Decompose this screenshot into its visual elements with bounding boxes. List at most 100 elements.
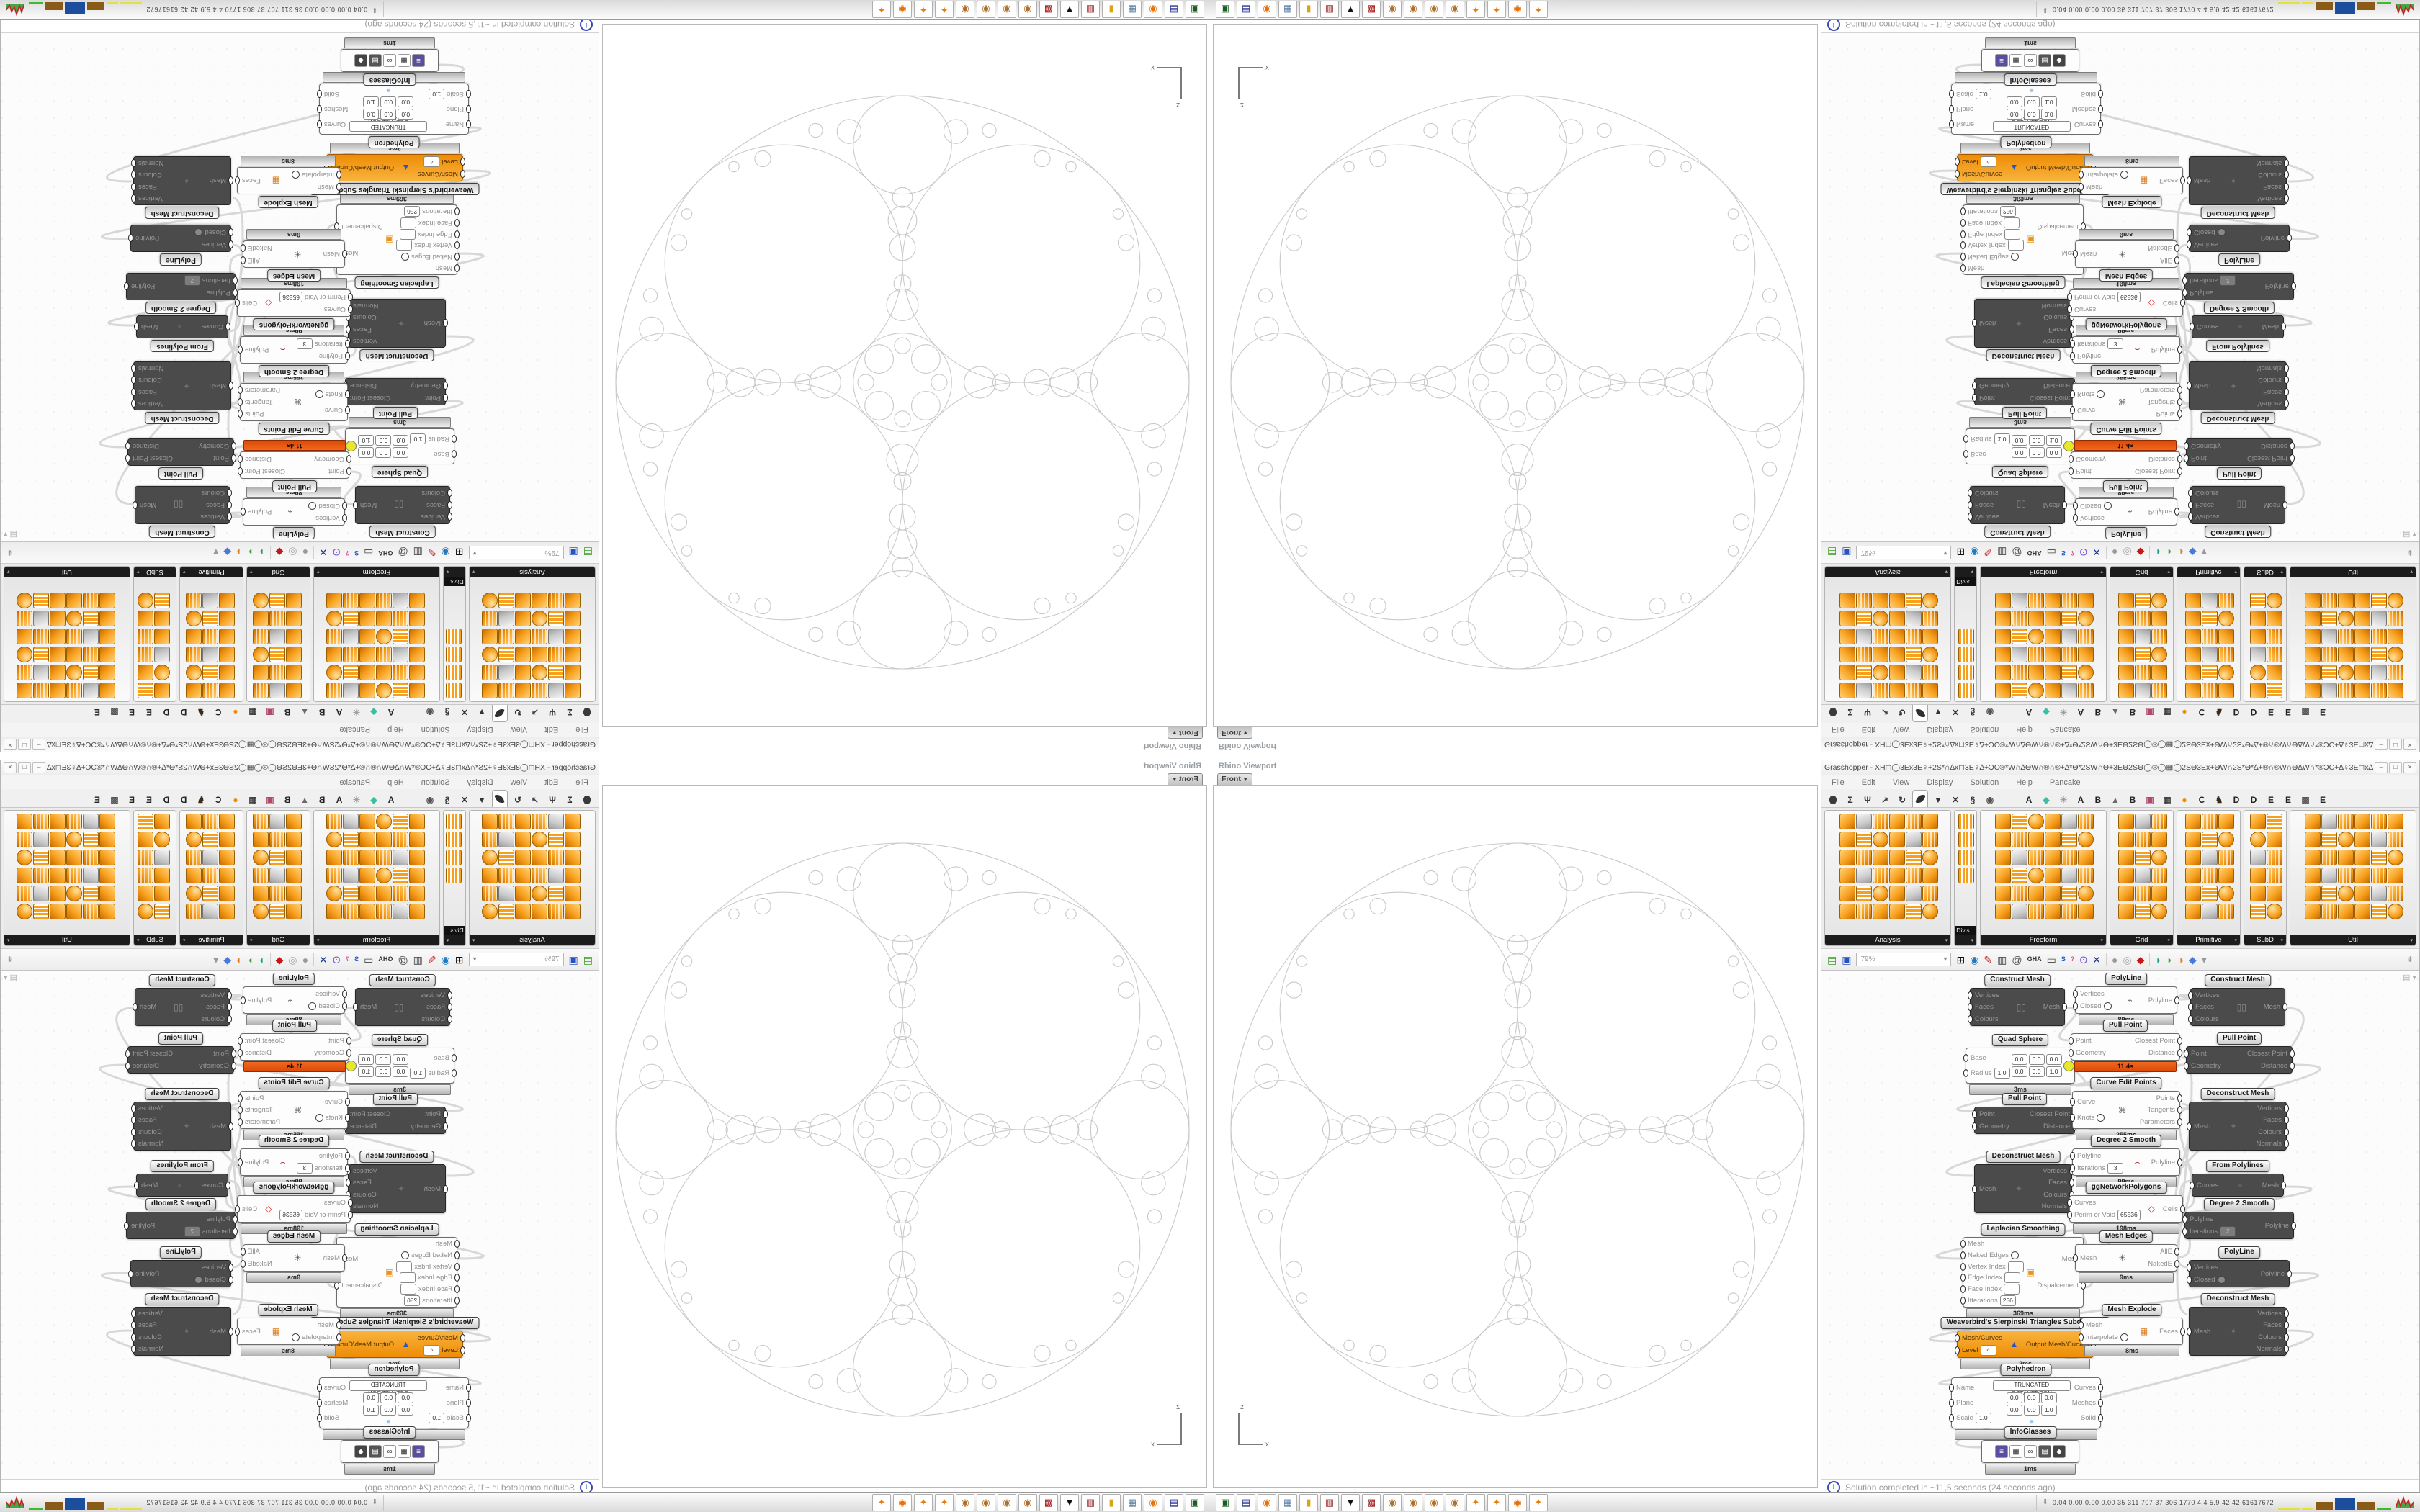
component-icon[interactable] (2077, 868, 2094, 883)
gh-node-ig[interactable]: InfoGlasses ≡ ▦ ∞ ▤ ◆ 1ms (1981, 37, 2079, 86)
pin-normals[interactable]: Normals (2257, 363, 2289, 374)
tab-plugin-3[interactable]: A (2077, 795, 2084, 805)
component-icon[interactable] (376, 832, 393, 847)
value-box[interactable]: 0.0 (358, 447, 375, 458)
pin-mesh[interactable]: Mesh (1960, 1238, 2024, 1249)
pin-closest-point[interactable]: Closest Point (125, 1048, 173, 1059)
component-icon[interactable] (359, 886, 376, 901)
component-icon[interactable] (253, 868, 269, 883)
value-box[interactable]: 0.0 (375, 447, 392, 458)
component-icon[interactable] (2266, 850, 2282, 865)
tab-plugin-10[interactable]: C (215, 707, 222, 717)
component-icon[interactable] (532, 647, 548, 662)
launcher-media-player[interactable]: ▥ (1320, 1, 1339, 19)
menu-item-file[interactable]: File (1832, 778, 1845, 787)
launcher-paint-app[interactable]: ◉ (1383, 1, 1402, 19)
component-icon[interactable] (343, 886, 359, 901)
component-icon[interactable] (2027, 683, 2044, 698)
component-icon[interactable] (2184, 665, 2201, 680)
component-icon[interactable] (66, 665, 83, 680)
component-icon[interactable] (2304, 593, 2321, 608)
tab-surface[interactable] (492, 790, 508, 807)
component-icon[interactable] (2011, 904, 2027, 919)
pin-cells[interactable]: Cells (235, 298, 257, 309)
tab-plugin-11[interactable]: ♞ (2215, 795, 2223, 805)
component-icon[interactable] (1839, 611, 1855, 626)
component-icon[interactable] (2011, 814, 2027, 829)
component-icon[interactable] (498, 629, 515, 644)
value-box[interactable]: 0.0 (2023, 1392, 2040, 1403)
pin-polyline[interactable]: Polyline (2151, 345, 2182, 356)
component-icon[interactable] (1958, 665, 1974, 680)
component-icon[interactable] (2044, 665, 2061, 680)
component-icon[interactable] (1839, 683, 1855, 698)
pin-point[interactable]: Point (199, 1048, 236, 1059)
toggle-dot[interactable] (2217, 228, 2226, 236)
component-icon[interactable] (393, 850, 409, 865)
gh-node-d2s1[interactable]: Degree 2 Smooth Polyline Iterations 3 ⌢ Polyl… (2070, 325, 2182, 377)
tab-display[interactable]: ◉ (426, 707, 434, 717)
pin-polyline[interactable]: Polyline (238, 1157, 269, 1168)
component-icon[interactable] (50, 868, 66, 883)
value-box[interactable]: 0.0 (363, 1392, 380, 1403)
component-icon[interactable] (409, 665, 426, 680)
tab-surface[interactable] (1912, 790, 1928, 807)
grasshopper-title-bar[interactable]: Grasshopper - XH◻◯3Ex3E♀+2S*∩∆x◻3E♀∆+ƆC®… (1821, 737, 2419, 752)
launcher-terminal[interactable]: ▣ (1186, 1493, 1204, 1511)
pin-mesh[interactable]: Mesh (292, 1320, 341, 1331)
gh-node-ggn[interactable]: ggNetworkPolygons Curves Perim or Void 6553… (2067, 278, 2185, 330)
pin-polyline[interactable]: Polyline (297, 1151, 350, 1161)
launcher-media-player[interactable]: ▥ (1320, 1493, 1339, 1511)
pin-closed[interactable]: Closed (194, 227, 233, 238)
component-icon[interactable] (326, 593, 343, 608)
component-icon[interactable] (1994, 814, 2011, 829)
component-icon[interactable] (1855, 629, 1872, 644)
component-icon[interactable] (2027, 868, 2044, 883)
component-icon[interactable] (66, 886, 83, 901)
component-icon[interactable] (1839, 868, 1855, 883)
gh-node-fp[interactable]: From Polylines Curves ● Mesh (2190, 315, 2286, 352)
component-icon[interactable] (1855, 814, 1872, 829)
tab-surface[interactable] (492, 705, 508, 722)
menu-item-edit[interactable]: Edit (1861, 725, 1876, 734)
component-icon[interactable] (2304, 832, 2321, 847)
component-icon[interactable] (2077, 629, 2094, 644)
component-icon[interactable] (253, 665, 269, 680)
pin-nakede[interactable]: NakedE (2148, 1259, 2179, 1269)
pin-iterations[interactable]: Iterations 2 (2182, 1226, 2236, 1237)
shuffle-paths-icon[interactable]: ✕ (319, 953, 328, 966)
tab-params[interactable] (580, 705, 594, 719)
pin-faces[interactable]: Faces (1968, 500, 1999, 510)
component-icon[interactable] (326, 629, 343, 644)
gh-node-ls[interactable]: Laplacian Smoothing Mesh Naked Edges Vertex… (334, 1223, 460, 1319)
component-icon[interactable] (2044, 886, 2061, 901)
display-custom-icon[interactable]: ◆ (2188, 546, 2197, 559)
pin-point[interactable]: Point (2184, 1048, 2221, 1059)
tab-plugin-10[interactable]: C (215, 795, 222, 805)
value-box[interactable] (2007, 1261, 2024, 1272)
menu-item-pancake[interactable]: Pancake (339, 725, 371, 734)
tab-plugin-14[interactable]: E (2267, 795, 2274, 805)
gh-node-qs[interactable]: Quad Sphere Base Radius 1.0 0.0 0.0 0.0 0.0 0.0 1… (314, 1034, 457, 1095)
pin-closest-point[interactable]: Closest Point (343, 392, 390, 403)
pin-faces[interactable]: Faces (2159, 1326, 2185, 1337)
pin-curves[interactable]: Curves (2072, 119, 2103, 130)
pin-face-index[interactable]: Face Index (396, 1284, 460, 1295)
component-icon[interactable] (446, 832, 462, 847)
tab-maths[interactable]: Σ (1847, 795, 1853, 805)
component-icon[interactable] (2266, 629, 2282, 644)
component-icon[interactable] (2218, 683, 2234, 698)
component-icon[interactable] (269, 904, 286, 919)
component-icon[interactable] (343, 904, 359, 919)
pin-closed[interactable]: Closed (308, 500, 347, 511)
menu-item-edit[interactable]: Edit (544, 778, 559, 787)
component-icon[interactable] (1922, 647, 1938, 662)
tab-plugin-1[interactable]: ◆ (370, 707, 377, 717)
component-icon[interactable] (2061, 647, 2077, 662)
component-icon[interactable] (2027, 665, 2044, 680)
shuffle-paths-icon[interactable]: ✕ (2092, 546, 2101, 559)
tab-plugin-11[interactable]: ♞ (197, 795, 205, 805)
pin-iterations[interactable]: Iterations 3 (296, 1163, 350, 1174)
pin-normals[interactable]: Normals (346, 300, 378, 311)
pin-polyline[interactable]: Polyline (2148, 995, 2179, 1006)
